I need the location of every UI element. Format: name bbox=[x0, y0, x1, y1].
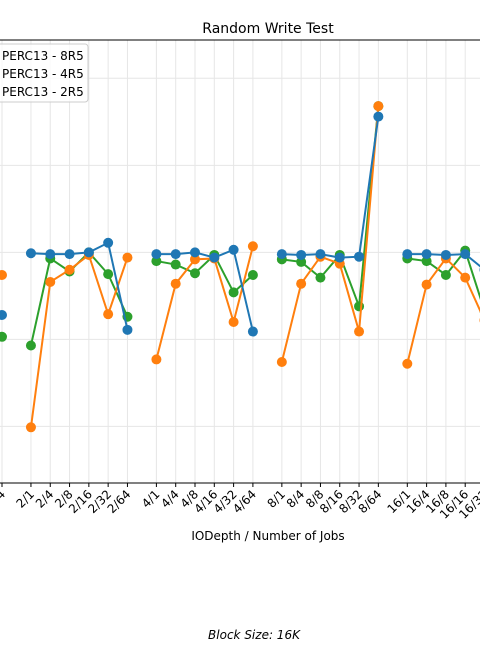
data-point bbox=[247, 241, 258, 252]
data-point bbox=[0, 331, 7, 342]
data-point bbox=[0, 269, 7, 280]
data-point bbox=[402, 358, 413, 369]
legend-label: PERC13 - 2R5 bbox=[2, 85, 84, 99]
data-point bbox=[83, 247, 94, 258]
data-point bbox=[276, 357, 287, 368]
x-tick-label: 1/64 bbox=[0, 487, 8, 516]
data-point bbox=[103, 237, 114, 248]
data-point bbox=[315, 249, 326, 260]
legend-label: PERC13 - 8R5 bbox=[2, 49, 84, 63]
x-axis-label: IODepth / Number of Jobs bbox=[191, 529, 344, 543]
data-point bbox=[354, 251, 365, 262]
data-point bbox=[276, 249, 287, 260]
x-tick-label: 2/64 bbox=[105, 487, 134, 516]
data-point bbox=[64, 249, 75, 260]
data-point bbox=[354, 301, 365, 312]
data-point bbox=[440, 269, 451, 280]
data-point bbox=[25, 248, 36, 259]
data-point bbox=[190, 268, 200, 279]
x-tick-label: 8/64 bbox=[356, 487, 385, 516]
data-point bbox=[247, 269, 258, 280]
series-line bbox=[29, 106, 480, 428]
data-point bbox=[151, 256, 162, 267]
data-point bbox=[460, 249, 471, 260]
plot-area bbox=[0, 101, 480, 433]
data-point bbox=[103, 269, 114, 280]
x-tick-label: 4/64 bbox=[230, 487, 259, 516]
data-point bbox=[421, 279, 432, 290]
data-point bbox=[296, 249, 307, 260]
data-point bbox=[421, 249, 432, 260]
data-point bbox=[421, 256, 432, 267]
data-point bbox=[45, 249, 56, 260]
legend-box bbox=[0, 43, 89, 103]
x-ticks: 1/64 2/12/42/82/162/322/64 4/14/44/84/164/… bbox=[0, 483, 480, 522]
data-point bbox=[190, 254, 200, 265]
footnote: Block Size: 16K bbox=[208, 628, 301, 642]
data-point bbox=[151, 249, 162, 260]
data-point bbox=[247, 326, 258, 337]
data-point bbox=[190, 247, 200, 258]
data-point bbox=[170, 249, 181, 260]
data-point bbox=[228, 287, 239, 298]
data-point bbox=[402, 249, 413, 260]
data-point bbox=[25, 340, 36, 351]
data-point bbox=[334, 252, 345, 263]
data-point bbox=[209, 252, 220, 263]
data-point bbox=[64, 264, 75, 275]
data-point bbox=[45, 276, 56, 287]
data-point bbox=[373, 101, 384, 112]
data-point bbox=[296, 278, 307, 289]
data-point bbox=[315, 272, 326, 283]
data-point bbox=[122, 252, 133, 263]
data-point bbox=[170, 259, 181, 270]
data-point bbox=[122, 324, 133, 335]
series-line bbox=[29, 106, 480, 346]
data-point bbox=[103, 309, 114, 320]
chart-title: Random Write Test bbox=[202, 21, 334, 37]
series-line bbox=[30, 116, 480, 332]
data-point bbox=[151, 354, 162, 365]
data-point bbox=[228, 316, 239, 327]
data-point bbox=[354, 326, 365, 337]
data-point bbox=[170, 278, 181, 289]
legend: PERC13 - 8R5 PERC13 - 4R5 PERC13 - 2R5 bbox=[0, 43, 89, 103]
data-point bbox=[440, 249, 451, 260]
data-point bbox=[228, 244, 239, 255]
data-point bbox=[296, 256, 307, 267]
data-point bbox=[0, 310, 7, 321]
legend-label: PERC13 - 4R5 bbox=[2, 67, 84, 81]
data-point bbox=[373, 111, 384, 122]
data-point bbox=[25, 422, 36, 433]
data-point bbox=[460, 272, 471, 283]
